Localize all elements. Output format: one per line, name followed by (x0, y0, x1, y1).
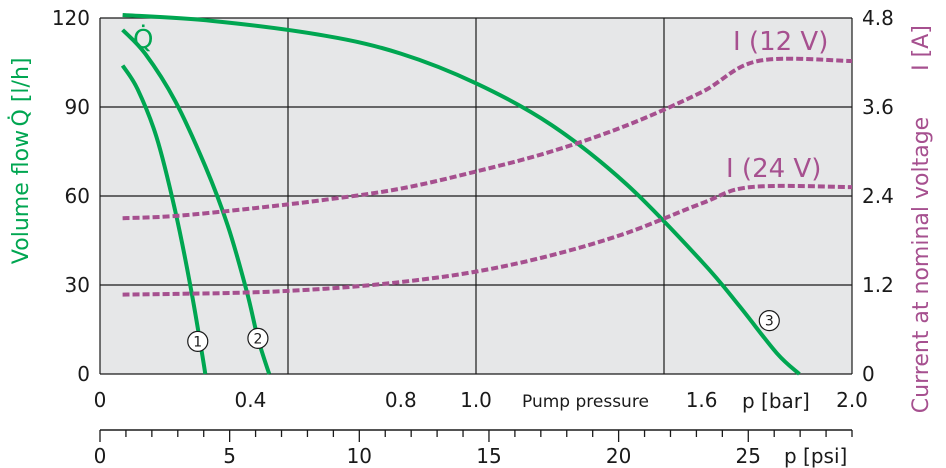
psi-tick-label: 15 (476, 444, 501, 468)
psi-axis-unit: p [psi] (784, 444, 847, 468)
x-tick-label: 2.0 (836, 388, 868, 412)
psi-tick-label: 10 (347, 444, 372, 468)
series-label-i24: I (24 V) (726, 154, 821, 184)
left-axis-unit: Q̇ [l/h] (8, 58, 34, 127)
right-axis-title: Current at nominal voltage (909, 117, 934, 413)
x-axis-unit: p [bar] (742, 389, 810, 413)
curve-marker-circle (758, 310, 780, 332)
series-line-i-24-v (122, 183, 853, 297)
curve-marker-label: 3 (765, 314, 774, 330)
right-y-tick-label: 1.2 (862, 273, 894, 297)
flow-series-label: Q̇ (133, 23, 153, 55)
left-y-tick-label: 0 (77, 362, 90, 386)
right-axis-unit: I [A] (909, 25, 934, 71)
curve-marker-label: 2 (253, 331, 262, 347)
left-y-tick-label: 120 (52, 6, 90, 30)
right-y-tick-label: 3.6 (862, 95, 894, 119)
x-tick-label: 0 (94, 388, 107, 412)
psi-tick-label: 25 (736, 444, 761, 468)
x-axis-title: Pump pressure (522, 392, 649, 412)
right-y-tick-label: 2.4 (862, 184, 894, 208)
x-tick-label: 1.6 (686, 388, 718, 412)
right-y-tick-label: 4.8 (862, 6, 894, 30)
left-y-tick-label: 90 (65, 95, 90, 119)
gridlines (99, 17, 853, 375)
series-line-i-12-v (122, 56, 853, 221)
right-y-tick-label: 0 (862, 362, 875, 386)
series-label-i12: I (12 V) (733, 27, 828, 57)
left-y-tick-label: 30 (65, 273, 90, 297)
left-axis-title: Volume flow (9, 130, 34, 264)
psi-tick-label: 0 (94, 444, 107, 468)
series-line-3 (122, 13, 801, 376)
curve-marker-label: 1 (193, 334, 202, 350)
psi-tick-label: 5 (223, 444, 236, 468)
curve-markers: 1 2 3 (187, 310, 780, 352)
x-tick-label: 0.4 (234, 388, 266, 412)
x-tick-label: 1.0 (460, 388, 492, 412)
curve-marker-circle (247, 327, 269, 349)
psi-tick-label: 20 (606, 444, 631, 468)
x-tick-label: 0.8 (385, 388, 417, 412)
psi-axis: 0 5 10 15 20 25 (94, 429, 853, 468)
curve-marker-circle (187, 330, 209, 352)
left-y-tick-label: 60 (65, 184, 90, 208)
